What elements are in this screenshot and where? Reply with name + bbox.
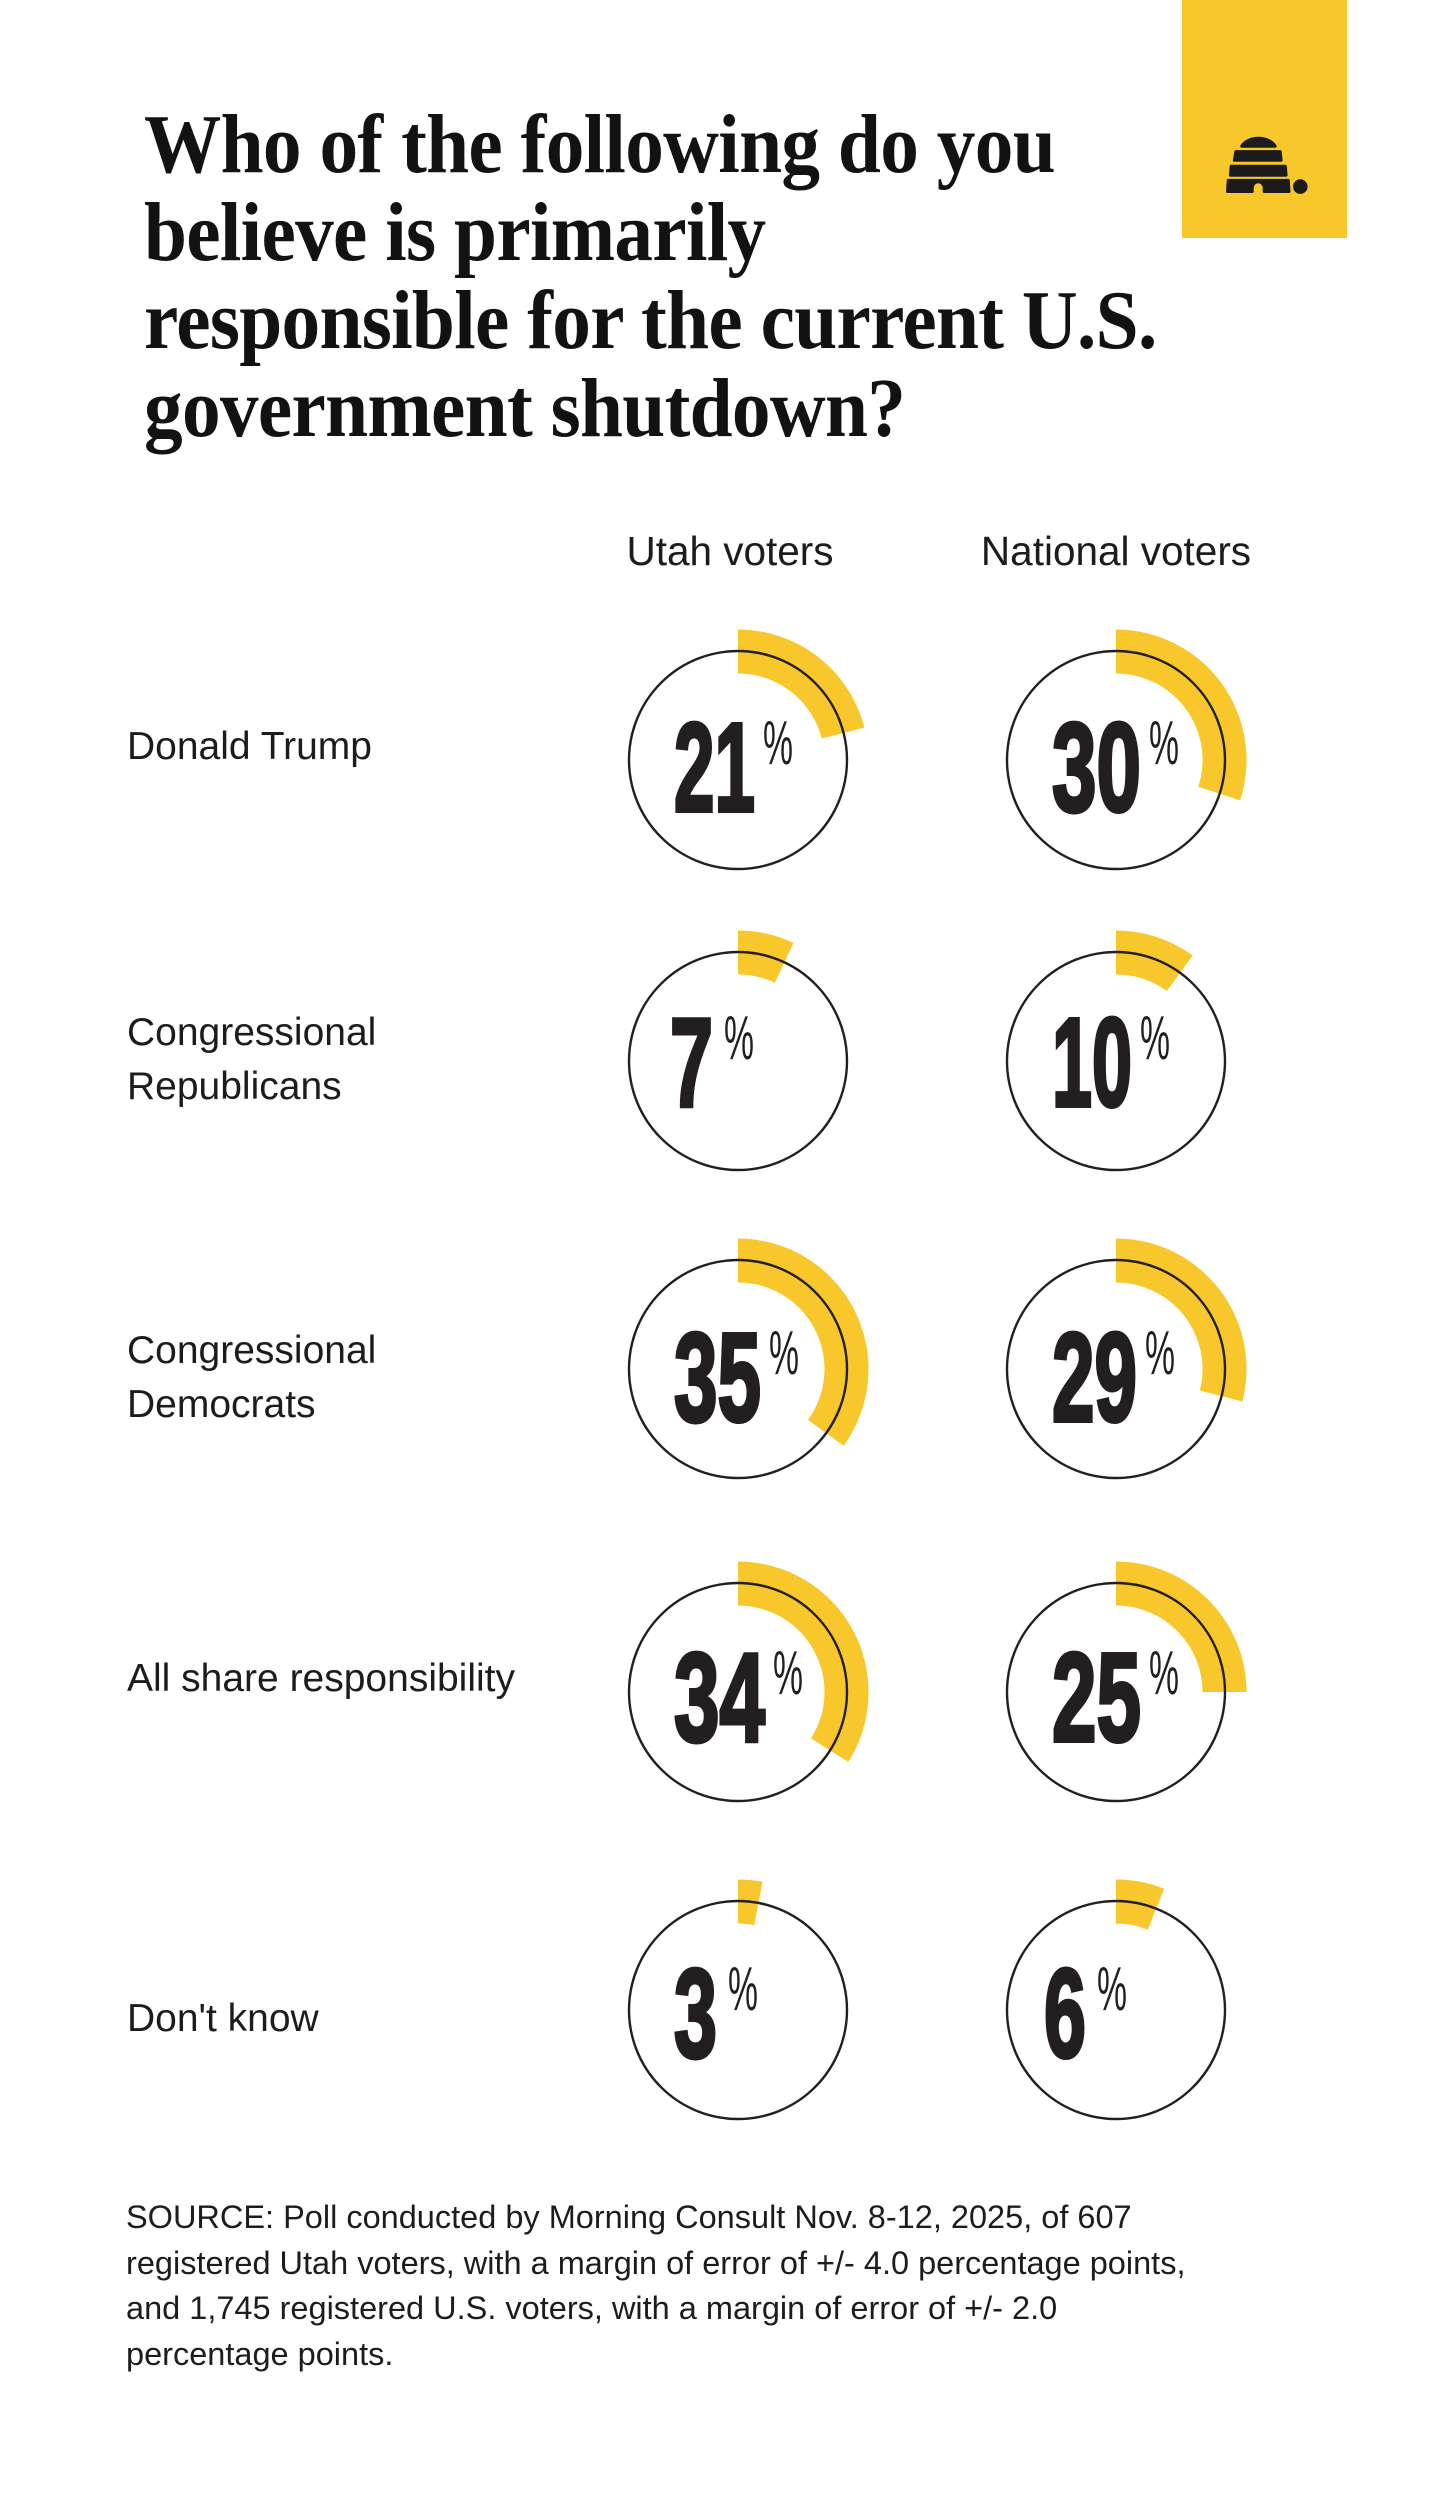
svg-text:21: 21 xyxy=(674,697,755,838)
svg-text:30: 30 xyxy=(1052,697,1141,838)
svg-text:%: % xyxy=(769,1319,799,1388)
svg-text:3: 3 xyxy=(674,1943,717,2084)
svg-text:25: 25 xyxy=(1052,1627,1141,1768)
svg-text:%: % xyxy=(1140,1004,1170,1073)
svg-text:%: % xyxy=(763,709,793,778)
svg-text:7: 7 xyxy=(670,992,713,1133)
svg-text:%: % xyxy=(1097,1955,1127,2024)
svg-text:%: % xyxy=(773,1639,803,1708)
svg-text:%: % xyxy=(724,1004,754,1073)
svg-text:%: % xyxy=(1145,1319,1175,1388)
svg-text:6: 6 xyxy=(1044,1943,1086,2084)
svg-text:10: 10 xyxy=(1052,992,1132,1133)
svg-text:29: 29 xyxy=(1052,1307,1137,1448)
svg-text:35: 35 xyxy=(674,1307,761,1448)
svg-text:%: % xyxy=(1149,1639,1179,1708)
svg-text:%: % xyxy=(728,1955,758,2024)
svg-text:%: % xyxy=(1149,709,1179,778)
svg-text:34: 34 xyxy=(674,1627,765,1768)
